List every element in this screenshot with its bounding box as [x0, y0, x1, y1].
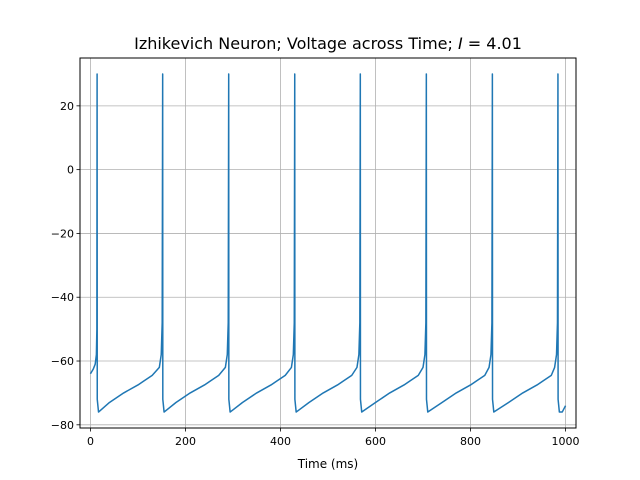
chart-title-math-var: I: [458, 34, 463, 53]
x-tick-label: 200: [175, 435, 196, 448]
x-tick-label: 600: [365, 435, 386, 448]
y-tick-label: 20: [60, 100, 74, 113]
x-tick-label: 800: [460, 435, 481, 448]
axes-frame: [79, 57, 577, 429]
voltage-series-line: [89, 73, 567, 413]
y-tick-label: −60: [51, 355, 74, 368]
x-axis-label: Time (ms): [297, 457, 359, 471]
x-tick-label: 1000: [552, 435, 580, 448]
y-tick-label: −20: [51, 227, 74, 240]
x-tick-label: 0: [87, 435, 94, 448]
plot-area: [89, 73, 567, 413]
y-tick-label: −40: [51, 291, 74, 304]
chart-title: Izhikevich Neuron; Voltage across Time; …: [134, 34, 522, 53]
x-axis: 0 200 400 600 800 1000: [87, 428, 580, 448]
chart-title-math-rest: = 4.01: [463, 34, 522, 53]
chart-title-text: Izhikevich Neuron; Voltage across Time;: [134, 34, 458, 53]
y-tick-label: 0: [67, 164, 74, 177]
x-tick-label: 400: [270, 435, 291, 448]
y-axis: −80 −60 −40 −20 0 20: [51, 100, 80, 432]
y-tick-label: −80: [51, 419, 74, 432]
